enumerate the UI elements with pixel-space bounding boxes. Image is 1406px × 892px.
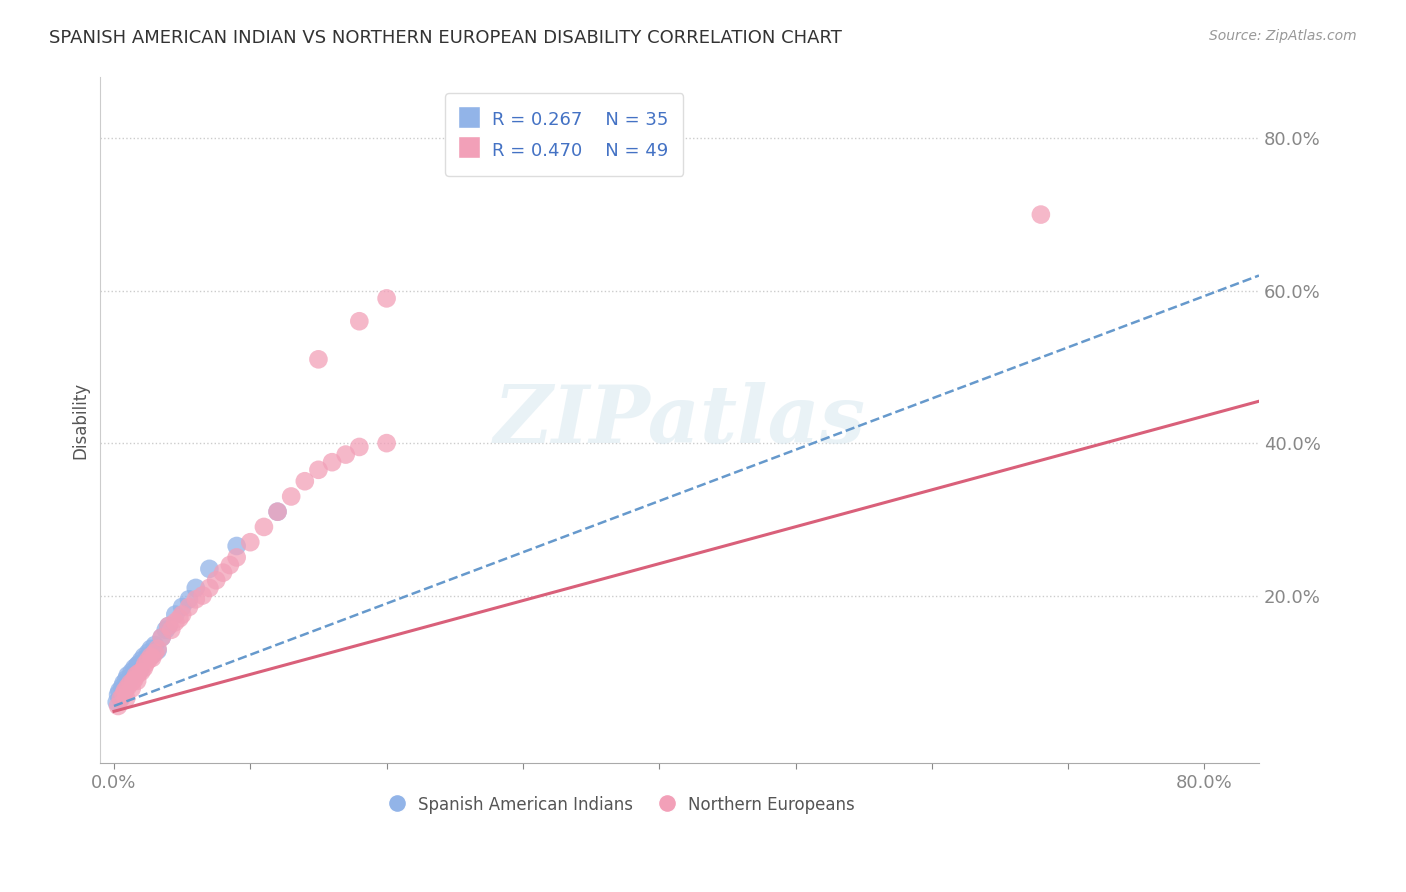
Point (111, 680, 134, 694)
Point (136, 653, 159, 667)
Point (107, 688, 129, 702)
Point (105, 695, 128, 709)
Point (157, 619, 180, 633)
Point (218, 558, 240, 572)
Point (125, 666, 148, 681)
Text: SPANISH AMERICAN INDIAN VS NORTHERN EUROPEAN DISABILITY CORRELATION CHART: SPANISH AMERICAN INDIAN VS NORTHERN EURO… (49, 29, 842, 46)
Point (122, 673, 145, 688)
Point (150, 631, 173, 645)
Point (108, 683, 131, 698)
Point (141, 648, 163, 662)
Point (177, 592, 200, 607)
Point (134, 657, 156, 671)
Point (239, 535, 262, 549)
Point (375, 292, 398, 306)
Point (280, 490, 302, 504)
Point (139, 641, 162, 656)
Point (349, 440, 371, 454)
Point (184, 581, 207, 595)
Point (118, 673, 141, 688)
Point (165, 607, 187, 622)
Point (177, 599, 200, 614)
Point (375, 436, 398, 450)
Point (335, 448, 357, 462)
Point (294, 475, 316, 489)
Point (266, 505, 288, 519)
Point (307, 463, 329, 477)
Point (143, 646, 166, 660)
Point (191, 589, 214, 603)
Point (128, 666, 150, 681)
Point (129, 665, 152, 679)
Point (143, 638, 166, 652)
Legend: Spanish American Indians, Northern Europeans: Spanish American Indians, Northern Europ… (380, 787, 863, 823)
Point (172, 607, 194, 622)
Point (120, 671, 142, 685)
Point (127, 673, 149, 688)
Point (124, 661, 146, 675)
Point (349, 314, 371, 328)
Point (198, 581, 221, 595)
Point (112, 688, 135, 702)
Point (184, 592, 207, 607)
Point (146, 641, 169, 656)
Point (121, 681, 143, 696)
Point (124, 673, 146, 687)
Point (114, 683, 136, 698)
Point (150, 631, 173, 645)
Point (169, 611, 191, 625)
Point (141, 651, 163, 665)
Point (266, 505, 288, 519)
Point (117, 680, 139, 694)
Point (155, 623, 177, 637)
Point (114, 681, 136, 696)
Point (135, 651, 157, 665)
Point (146, 643, 169, 657)
Point (205, 574, 228, 588)
Point (107, 698, 129, 713)
Point (165, 615, 187, 630)
Point (117, 668, 139, 682)
Point (225, 550, 247, 565)
Point (115, 691, 138, 706)
Point (120, 676, 142, 690)
Point (136, 646, 159, 660)
Point (110, 691, 132, 706)
Point (321, 455, 343, 469)
Point (225, 539, 247, 553)
Point (128, 663, 150, 677)
Point (132, 661, 155, 675)
Point (253, 520, 276, 534)
Point (115, 673, 138, 687)
Point (132, 649, 155, 664)
Point (112, 676, 135, 690)
Point (121, 665, 143, 679)
Point (307, 352, 329, 367)
Point (157, 619, 180, 633)
Point (129, 653, 152, 667)
Point (212, 566, 235, 580)
Point (160, 623, 183, 637)
Point (1029, 208, 1052, 222)
Y-axis label: Disability: Disability (72, 382, 89, 458)
Point (172, 599, 194, 614)
Point (198, 562, 221, 576)
Point (110, 691, 132, 706)
Point (127, 658, 149, 673)
Text: ZIPatlas: ZIPatlas (494, 382, 866, 459)
Point (139, 649, 162, 664)
Point (128, 657, 150, 671)
Text: Source: ZipAtlas.com: Source: ZipAtlas.com (1209, 29, 1357, 43)
Point (125, 668, 148, 682)
